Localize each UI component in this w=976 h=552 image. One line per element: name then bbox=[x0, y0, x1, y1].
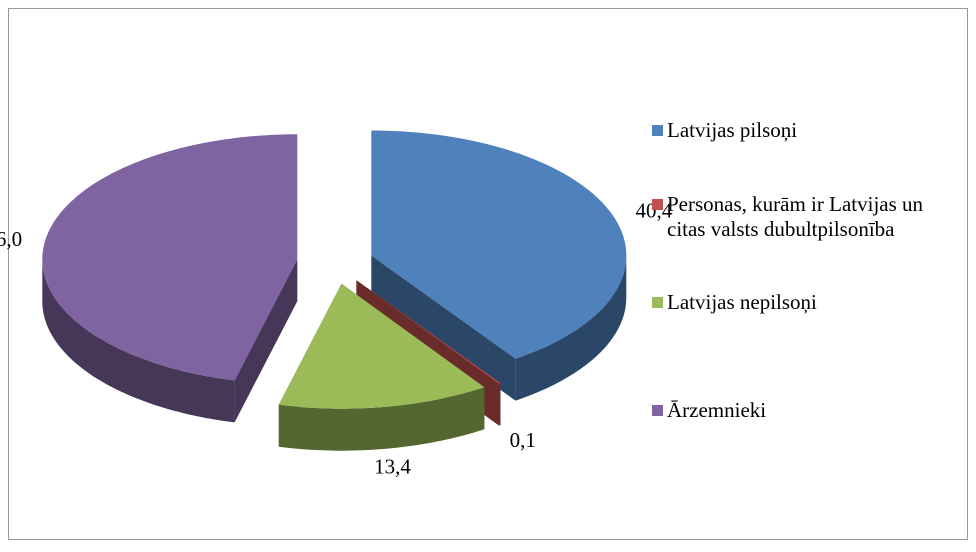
slice bbox=[356, 280, 501, 384]
slice-tops bbox=[42, 130, 627, 409]
legend: Latvijas pilsoņi Personas, kurām ir Latvi… bbox=[652, 0, 972, 552]
legend-label: Latvijas nepilsoņi bbox=[667, 290, 817, 314]
legend-item: Latvijas pilsoņi bbox=[652, 118, 962, 143]
slice-side bbox=[515, 255, 627, 401]
data-label: 13,4 bbox=[374, 454, 411, 478]
legend-swatch bbox=[652, 199, 663, 210]
slice-side bbox=[499, 383, 501, 426]
legend-label: Latvijas pilsoņi bbox=[667, 118, 798, 142]
slice bbox=[42, 134, 298, 381]
legend-item: Personas, kurām ir Latvijas un citas val… bbox=[652, 192, 962, 242]
legend-label: Ārzemnieki bbox=[667, 398, 767, 422]
slice-side bbox=[278, 387, 485, 451]
legend-item: Latvijas nepilsoņi bbox=[652, 290, 962, 315]
slice-side bbox=[42, 259, 235, 423]
legend-swatch bbox=[652, 405, 663, 416]
slice bbox=[278, 283, 485, 409]
legend-label: Personas, kurām ir Latvijas un citas val… bbox=[667, 192, 924, 241]
data-labels: 40,40,113,446,0 bbox=[0, 198, 673, 478]
slice-wall bbox=[234, 259, 298, 423]
data-label: 0,1 bbox=[510, 428, 536, 452]
legend-swatch bbox=[652, 125, 663, 136]
legend-item: Ārzemnieki bbox=[652, 398, 962, 423]
legend-swatch bbox=[652, 297, 663, 308]
slice bbox=[371, 130, 627, 359]
data-label: 46,0 bbox=[0, 227, 22, 251]
slice-wall bbox=[371, 255, 516, 401]
